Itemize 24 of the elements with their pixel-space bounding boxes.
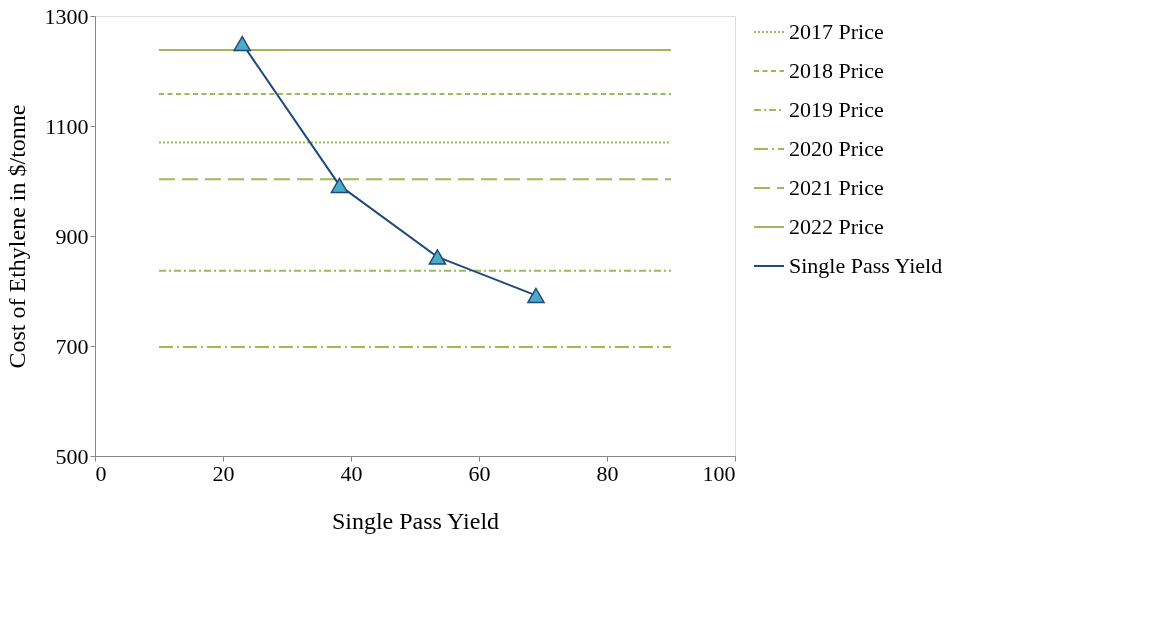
legend-label: 2022 Price	[789, 214, 884, 239]
x-tick-label: 20	[212, 460, 235, 486]
legend-label: 2017 Price	[789, 19, 884, 44]
point	[330, 177, 349, 194]
point	[233, 35, 252, 52]
point	[428, 249, 447, 265]
x-tick-label: 80	[596, 460, 619, 486]
legend-label: Single Pass Yield	[789, 253, 943, 278]
x-tick-label: 60	[468, 460, 491, 486]
legend-label: 2020 Price	[789, 136, 884, 161]
y-tick-label: 700	[55, 333, 89, 359]
x-axis-title: Single Pass Yield	[331, 507, 500, 534]
y-tick-label: 1300	[44, 3, 89, 29]
legend-label: 2021 Price	[789, 175, 884, 200]
legend-label: 2019 Price	[789, 97, 884, 122]
x-tick-label: 40	[340, 460, 363, 486]
y-axis-title: Cost of Ethylene in $/tonne	[3, 104, 30, 369]
point	[527, 287, 545, 304]
legend-label: 2018 Price	[789, 58, 884, 83]
y-tick-label: 900	[55, 223, 89, 249]
y-tick-label: 1100	[45, 113, 89, 139]
x-tick-label: 100	[702, 460, 736, 486]
y-tick-label: 500	[55, 443, 89, 469]
x-tick-label: 0	[95, 460, 107, 486]
